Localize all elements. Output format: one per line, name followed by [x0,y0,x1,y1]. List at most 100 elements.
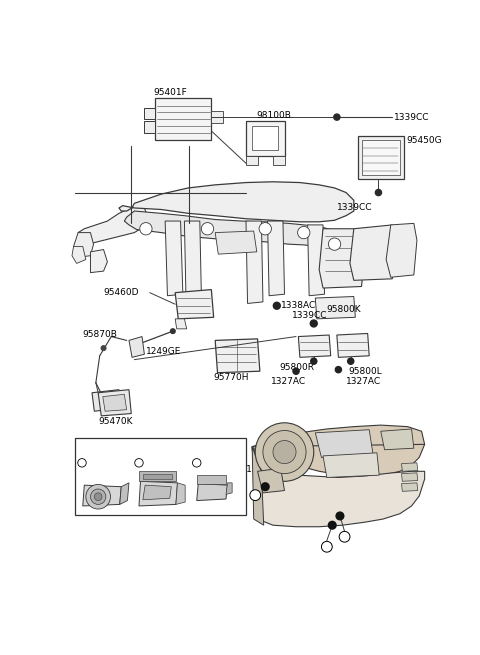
Circle shape [311,358,317,364]
Text: 98100B: 98100B [256,111,291,120]
Polygon shape [299,335,331,358]
Polygon shape [144,121,155,132]
Polygon shape [92,390,121,411]
Polygon shape [197,475,226,483]
Circle shape [86,485,110,509]
Text: 95412B: 95412B [229,465,264,474]
Polygon shape [175,290,214,319]
Circle shape [87,447,94,454]
Circle shape [298,227,310,239]
Circle shape [94,493,102,500]
Polygon shape [144,108,155,119]
Circle shape [201,223,214,235]
Text: c: c [195,458,199,467]
Text: 95850A: 95850A [204,458,237,467]
Circle shape [108,458,116,465]
Polygon shape [252,447,264,525]
Circle shape [273,303,280,309]
Circle shape [90,489,106,504]
Polygon shape [90,250,108,272]
Polygon shape [252,425,425,477]
Polygon shape [120,483,129,504]
Circle shape [78,458,86,467]
Polygon shape [402,463,418,472]
Polygon shape [323,453,379,477]
Polygon shape [252,447,425,527]
Circle shape [250,490,261,500]
Circle shape [108,447,116,454]
Circle shape [336,512,344,520]
Polygon shape [246,121,285,156]
Circle shape [98,458,105,465]
Polygon shape [139,472,176,481]
Polygon shape [252,447,263,519]
Circle shape [255,422,314,481]
Circle shape [322,542,332,552]
Text: 95413A: 95413A [187,491,221,500]
Polygon shape [119,182,354,222]
Circle shape [99,482,108,491]
Polygon shape [337,333,369,358]
Polygon shape [246,221,263,303]
FancyBboxPatch shape [80,442,128,473]
Polygon shape [103,394,127,411]
Text: 95770H: 95770H [214,373,249,382]
Polygon shape [143,474,172,479]
Polygon shape [143,485,171,500]
Polygon shape [139,481,178,506]
Text: 1338AC: 1338AC [281,301,316,310]
Text: a: a [252,490,258,500]
Text: a: a [252,491,258,500]
Circle shape [339,531,350,542]
Polygon shape [215,231,257,254]
Text: 95870B: 95870B [83,329,118,339]
Text: 95460D: 95460D [104,288,139,297]
Polygon shape [319,229,365,288]
Text: 95401F: 95401F [154,88,187,97]
Bar [75,438,246,515]
Polygon shape [129,337,144,358]
Text: 95450G: 95450G [406,136,442,145]
Polygon shape [246,156,258,165]
Text: 1339CC: 1339CC [394,113,429,122]
Polygon shape [176,483,185,504]
Polygon shape [184,221,201,296]
Polygon shape [155,98,211,140]
Circle shape [98,447,105,454]
Polygon shape [381,429,414,450]
Text: c: c [342,533,347,541]
Text: 1249GE: 1249GE [146,347,181,356]
Polygon shape [386,223,417,277]
Text: 95800K: 95800K [327,305,361,314]
Polygon shape [315,430,373,457]
Text: 95800L: 95800L [348,367,382,376]
Polygon shape [226,483,232,495]
Text: a: a [80,458,84,467]
Circle shape [94,477,113,496]
Polygon shape [175,319,187,329]
Circle shape [192,458,201,467]
Circle shape [273,441,296,464]
Polygon shape [211,111,223,123]
Polygon shape [358,136,404,179]
Circle shape [135,458,143,467]
Text: 95470K: 95470K [98,417,132,426]
Polygon shape [350,225,396,280]
Polygon shape [252,126,278,150]
Text: 95430D: 95430D [89,458,123,467]
Text: 1327AC: 1327AC [346,377,381,386]
Circle shape [328,521,336,529]
Polygon shape [72,246,86,263]
Circle shape [170,329,175,333]
Polygon shape [78,203,147,244]
Circle shape [375,189,382,196]
Circle shape [293,368,299,374]
Polygon shape [361,140,400,175]
Polygon shape [308,225,324,296]
Text: 95490D: 95490D [146,458,180,467]
Polygon shape [165,221,183,296]
Text: b: b [324,542,330,552]
Polygon shape [124,211,337,246]
Text: b: b [136,458,142,467]
Polygon shape [273,156,285,165]
